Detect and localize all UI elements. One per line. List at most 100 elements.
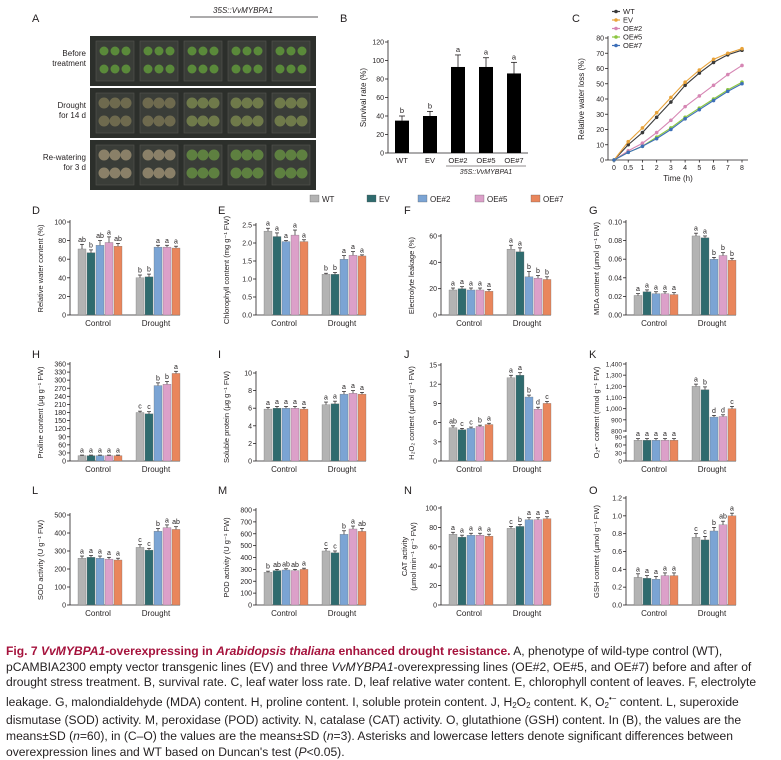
significance-letter: c <box>333 543 337 550</box>
bar <box>484 535 494 606</box>
y-axis-label: Relative water content (%) <box>36 224 45 312</box>
plant-rosette <box>153 115 165 127</box>
y-tick-label: 30 <box>58 450 66 457</box>
significance-letter: a <box>518 365 522 372</box>
bar <box>448 289 458 316</box>
plant-rosette <box>230 167 242 179</box>
data-point <box>683 83 687 88</box>
significance-letter: b <box>156 521 160 528</box>
significance-letter: b <box>266 564 270 571</box>
significance-letter: a <box>636 566 640 573</box>
plant-rosette <box>186 149 198 161</box>
y-axis-label: MDA content (μmol g⁻¹ FW) <box>592 222 601 315</box>
legend-label: OE#7 <box>623 41 642 50</box>
x-tick-label: Drought <box>328 319 357 328</box>
plant-rosette <box>99 64 109 74</box>
x-tick-label: Control <box>85 609 111 618</box>
bar <box>135 547 145 606</box>
y-tick-label: 3 <box>433 439 437 446</box>
plant-rosette <box>297 46 307 56</box>
y-axis-label: SOD activity (U g⁻¹ FW) <box>36 519 45 600</box>
plant-rosette <box>110 46 120 56</box>
y-tick-label: 0.02 <box>608 294 622 301</box>
plant-rosette <box>99 46 109 56</box>
significance-letter: c <box>469 420 473 427</box>
x-tick-label: Drought <box>698 609 727 618</box>
plant-rosette <box>142 149 154 161</box>
data-point <box>683 117 687 121</box>
significance-letter: a <box>663 431 667 438</box>
significance-letter: a <box>293 223 297 230</box>
x-tick-label: Drought <box>328 609 357 618</box>
y-tick-label: 0.0 <box>612 603 622 610</box>
significance-letter: a <box>156 238 160 245</box>
data-point <box>640 126 645 130</box>
significance-letter: a <box>487 527 491 534</box>
plant-rosette <box>242 46 252 56</box>
plant-rosette <box>154 46 164 56</box>
plant-rosette <box>208 115 220 127</box>
bar <box>506 377 516 462</box>
significance-letter: b <box>138 268 142 275</box>
panel-letter: K <box>589 349 597 361</box>
significance-letter: b <box>545 269 549 276</box>
bar <box>272 570 282 606</box>
y-tick-label: 100 <box>54 585 66 592</box>
bar <box>466 428 476 462</box>
legend-label: WT <box>623 7 635 16</box>
plant-rosette <box>143 64 153 74</box>
significance-letter: a <box>275 399 279 406</box>
y-tick-label: 10 <box>244 371 252 378</box>
bar <box>718 524 728 606</box>
plant-rosette <box>285 115 297 127</box>
significance-letter: a <box>484 48 489 57</box>
bar <box>171 373 181 462</box>
significance-letter: a <box>645 431 649 438</box>
x-tick-label: 6 <box>712 165 716 172</box>
y-axis-label: Soluble protein (μg g⁻¹ FW) <box>222 370 231 463</box>
bar <box>533 519 543 606</box>
significance-letter: b <box>147 267 151 274</box>
legend-marker <box>614 18 618 22</box>
bar <box>290 234 300 316</box>
bar <box>709 259 719 316</box>
bar <box>357 531 367 606</box>
plant-rosette <box>197 167 209 179</box>
y-tick-label: 200 <box>54 567 66 574</box>
significance-letter: a <box>89 548 93 555</box>
bar <box>77 248 87 316</box>
bar <box>457 429 467 462</box>
significance-letter: ab <box>282 561 290 568</box>
bar <box>506 528 516 606</box>
legend-marker <box>614 35 618 39</box>
data-point <box>669 95 673 100</box>
significance-letter: a <box>302 232 306 239</box>
bar <box>113 455 123 462</box>
significance-letter: a <box>645 568 649 575</box>
y-tick-label: 0 <box>433 459 437 466</box>
bar <box>272 236 282 316</box>
bar <box>330 552 340 606</box>
panel-letter: M <box>218 485 227 497</box>
x-tick-label: Control <box>85 465 111 474</box>
significance-letter: a <box>174 364 178 371</box>
y-tick-label: 1.0 <box>242 277 252 284</box>
significance-letter: c <box>138 404 142 411</box>
y-tick-label: 40 <box>376 114 384 121</box>
plant-rosette <box>252 167 264 179</box>
bar <box>321 404 331 462</box>
significance-letter: a <box>116 551 120 558</box>
legend-label: WT <box>322 195 335 204</box>
significance-letter: c <box>694 526 698 533</box>
bar <box>299 241 309 316</box>
x-tick-label: 5 <box>697 165 701 172</box>
y-tick-label: 2.0 <box>242 241 252 248</box>
significance-letter: c <box>509 519 513 526</box>
y-tick-label: 500 <box>240 543 252 550</box>
bar <box>727 408 737 462</box>
bar <box>448 534 458 606</box>
legend-swatch <box>474 194 485 203</box>
y-tick-label: 0.10 <box>608 220 622 227</box>
y-tick-label: 20 <box>596 127 604 134</box>
bar <box>162 527 172 606</box>
